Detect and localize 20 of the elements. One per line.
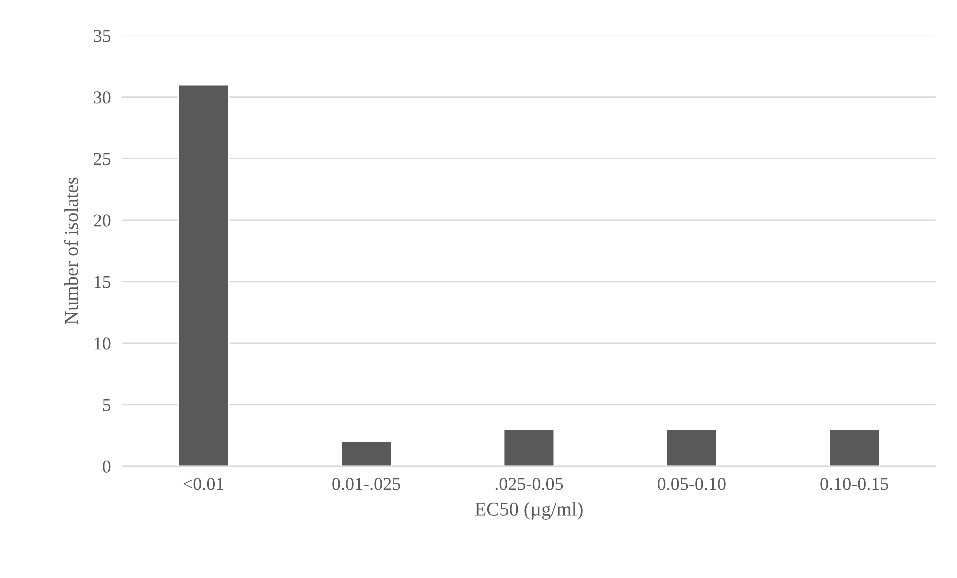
x-tick-label: 0.10-0.15 [820, 478, 888, 490]
y-tick-label: 25 [94, 153, 111, 166]
x-tick-label: <0.01 [184, 478, 224, 490]
y-tick-label: 15 [94, 276, 111, 288]
y-tick-label: 10 [94, 338, 111, 350]
x-tick-label: 0.05-0.10 [658, 478, 726, 490]
y-axis-title: Number of isolates [64, 178, 78, 325]
bar [503, 428, 556, 466]
x-tick-label: 0.01-.025 [332, 478, 400, 490]
y-tick-label: 35 [94, 30, 111, 42]
x-axis-title: EC50 (µg/ml) [475, 502, 583, 520]
bar [666, 428, 718, 466]
y-tick-label: 0 [103, 460, 111, 473]
y-tick-label: 5 [103, 399, 111, 412]
bar [340, 441, 392, 466]
y-tick-label: 20 [94, 214, 111, 227]
bar [178, 84, 230, 466]
x-tick-label: .025-0.05 [496, 478, 564, 490]
y-tick-label: 30 [94, 92, 111, 104]
bar [828, 428, 881, 466]
